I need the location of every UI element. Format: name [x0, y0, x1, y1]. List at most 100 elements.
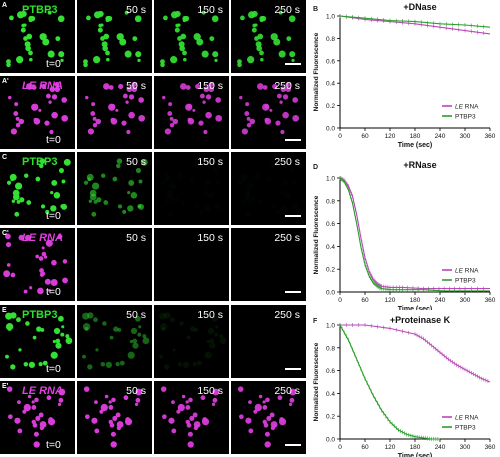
fluorescent-spot: [33, 441, 40, 448]
fluorescent-spot: [292, 97, 299, 103]
chart-title-F: +Proteinase K: [389, 315, 451, 325]
fluorescent-spot: [103, 83, 110, 90]
timepoint-label: 150 s: [197, 80, 223, 92]
fluorescent-spot: [245, 102, 250, 107]
x-tick-label: 240: [435, 444, 446, 451]
fluorescent-spot: [15, 116, 20, 121]
fluorescent-spot: [11, 199, 16, 203]
x-tick-label: 300: [460, 133, 471, 140]
fluorescent-spot: [208, 81, 214, 88]
fluorescent-spot: [138, 97, 145, 103]
fluorescent-spot: [17, 428, 23, 434]
fluorescent-spot: [237, 386, 244, 392]
fluorescent-spot: [202, 417, 208, 423]
fluorescent-spot: [248, 400, 252, 405]
fluorescent-spot: [200, 395, 206, 401]
micrograph-tile: E' LE RNA t=0: [0, 381, 75, 454]
fluorescent-spot: [29, 57, 33, 62]
fluorescent-spot: [135, 168, 141, 174]
fluorescent-spot: [6, 59, 11, 65]
y-tick-label: 0.4: [326, 391, 335, 398]
fluorescent-spot: [110, 103, 116, 109]
fluorescent-spot: [190, 326, 196, 332]
x-tick-label: 0: [338, 444, 342, 451]
fluorescent-spot: [16, 200, 21, 204]
fluorescent-spot: [265, 397, 270, 403]
fluorescent-spot: [57, 402, 62, 407]
fluorescent-spot: [18, 348, 22, 352]
fluorescent-spot: [37, 287, 44, 295]
fluorescent-spot: [134, 15, 142, 23]
fluorescent-spot: [36, 326, 42, 332]
fluorescent-spot: [44, 120, 50, 126]
fluorescent-spot: [180, 33, 187, 40]
fluorescent-spot: [258, 394, 263, 399]
timepoint-label: 50 s: [126, 309, 146, 321]
fluorescent-spot: [281, 205, 287, 211]
timepoint-label: 250 s: [274, 80, 300, 92]
fluorescent-spot: [83, 59, 88, 65]
fluorescent-spot: [161, 181, 165, 185]
fluorescence-spots: [159, 312, 227, 370]
fluorescent-spot: [212, 51, 219, 58]
fluorescent-spot: [93, 200, 98, 204]
fluorescence-spots: [6, 10, 65, 68]
fluorescent-spot: [125, 100, 129, 104]
fluorescent-spot: [47, 50, 55, 58]
fluorescent-spot: [51, 180, 58, 186]
fluorescent-spot: [291, 204, 295, 208]
fluorescent-spot: [99, 409, 104, 414]
fluorescent-spot: [219, 337, 227, 345]
fluorescent-spot: [39, 33, 47, 41]
y-tick-label: 0.6: [326, 58, 335, 65]
fluorescent-spot: [98, 23, 103, 28]
fluorescent-spot: [187, 103, 193, 109]
fluorescent-spot: [204, 205, 210, 211]
fluorescent-spot: [171, 400, 175, 405]
fluorescent-spot: [55, 342, 62, 349]
fluorescent-spot: [14, 417, 21, 424]
fluorescent-spot: [237, 59, 242, 65]
fluorescent-spot: [162, 414, 167, 420]
timepoint-label: 150 s: [197, 232, 223, 244]
fluorescent-spot: [60, 58, 64, 63]
fluorescent-spot: [185, 85, 191, 90]
fluorescent-spot: [108, 405, 114, 410]
fluorescent-spot: [262, 405, 268, 410]
fluorescent-spot: [61, 97, 68, 103]
fluorescent-spot: [201, 10, 206, 15]
fluorescent-spot: [10, 364, 16, 370]
fluorescent-spot: [171, 428, 177, 434]
fluorescent-spot: [215, 114, 223, 122]
fluorescent-spot: [135, 397, 141, 403]
fluorescent-spot: [126, 86, 133, 93]
fluorescence-spots: [83, 158, 148, 217]
panel-letter: A': [2, 78, 9, 85]
fluorescent-spot: [116, 158, 123, 164]
fluorescent-spot: [38, 256, 44, 261]
x-tick-label: 120: [385, 444, 396, 451]
fluorescent-spot: [57, 15, 65, 23]
fluorescent-spot: [132, 338, 138, 344]
fluorescent-spot: [86, 15, 91, 21]
fluorescent-spot: [241, 178, 245, 182]
fluorescent-spot: [10, 312, 17, 319]
fluorescent-spot: [105, 18, 110, 23]
fluorescent-spot: [132, 342, 139, 349]
fluorescence-spots: [160, 10, 219, 68]
fluorescent-spot: [244, 194, 251, 201]
fluorescent-spot: [215, 97, 222, 103]
fluorescent-spot: [16, 56, 24, 64]
fluorescent-spot: [27, 394, 32, 399]
fluorescent-spot: [45, 209, 50, 214]
fluorescent-spot: [259, 18, 264, 23]
fluorescent-spot: [87, 177, 91, 182]
fluorescent-spot: [15, 122, 21, 128]
fluorescent-spot: [288, 402, 293, 407]
fluorescent-spot: [61, 325, 65, 329]
fluorescent-spot: [208, 192, 215, 199]
y-tick-label: 0.4: [326, 81, 335, 88]
micrograph-tile: E PTBP3 t=0: [0, 305, 75, 378]
fluorescent-spot: [204, 351, 212, 359]
fluorescence-spots: [3, 233, 68, 295]
